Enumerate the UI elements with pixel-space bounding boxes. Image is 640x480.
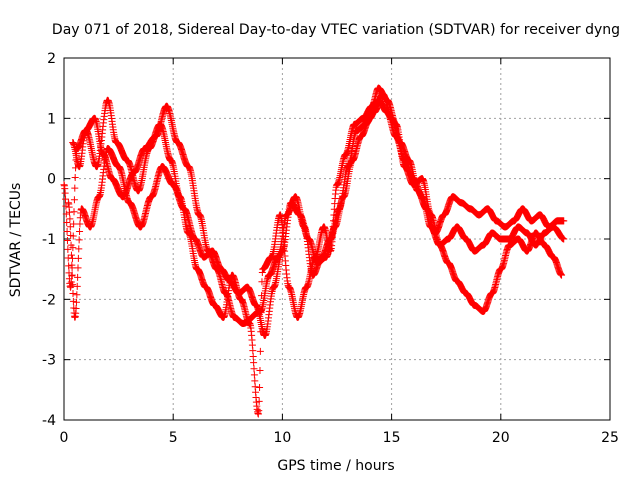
data-point (256, 366, 264, 374)
x-tick-label: 20 (492, 430, 510, 446)
x-tick-label: 10 (273, 430, 291, 446)
x-tick-label: 25 (601, 430, 619, 446)
y-tick-label: -1 (42, 232, 56, 248)
data-point (69, 297, 77, 305)
data-point (68, 254, 76, 262)
data-point (69, 281, 77, 289)
data-point (250, 359, 258, 367)
data-point (62, 210, 70, 218)
data-point (63, 237, 71, 245)
data-point (67, 241, 75, 249)
data-point (68, 271, 76, 279)
data-point (67, 251, 75, 259)
data-point (71, 173, 79, 181)
series-track-c (69, 90, 568, 327)
data-point (66, 208, 74, 216)
data-point (68, 261, 76, 269)
x-axis-label: GPS time / hours (277, 458, 394, 474)
data-point (255, 397, 263, 405)
data-point (74, 264, 82, 272)
data-point (61, 189, 69, 197)
data-point (250, 371, 258, 379)
data-point (72, 304, 80, 312)
data-point (68, 272, 76, 280)
data-point (256, 347, 264, 355)
data-point (71, 184, 79, 192)
data-point (250, 365, 258, 373)
x-tick-label: 0 (60, 430, 69, 446)
data-point (75, 245, 83, 253)
data-point (249, 347, 257, 355)
y-axis-label: SDTVAR / TECUs (8, 183, 24, 298)
data-point (66, 215, 74, 223)
y-tick-label: -4 (42, 413, 56, 429)
data-point (249, 353, 257, 361)
data-point (72, 298, 80, 306)
y-tick-label: 0 (47, 172, 56, 188)
data-points (60, 84, 568, 418)
data-point (75, 236, 83, 244)
data-point (74, 254, 82, 262)
chart-title: Day 071 of 2018, Sidereal Day-to-day VTE… (52, 22, 620, 38)
data-point (67, 232, 75, 240)
data-point (74, 273, 82, 281)
axis-ticks: 0 5 10 15 20 25 -4 -3 -2 -1 0 1 2 (42, 51, 619, 446)
y-tick-label: 1 (47, 111, 56, 127)
data-point (560, 235, 568, 243)
data-point (558, 271, 566, 279)
data-point (255, 407, 263, 415)
data-point (76, 227, 84, 235)
x-tick-label: 15 (383, 430, 401, 446)
data-point (251, 377, 259, 385)
data-point (73, 282, 81, 290)
y-tick-label: -3 (42, 353, 56, 369)
data-point (70, 196, 78, 204)
data-point (66, 223, 74, 231)
data-point (73, 291, 81, 299)
data-point (63, 219, 71, 227)
data-point (64, 245, 72, 253)
data-point (256, 384, 264, 392)
data-point (76, 220, 84, 228)
data-point (560, 217, 568, 225)
y-tick-label: -2 (42, 292, 56, 308)
x-tick-label: 5 (169, 430, 178, 446)
data-point (69, 290, 77, 298)
data-point (63, 227, 71, 235)
data-point (62, 195, 70, 203)
y-tick-label: 2 (47, 51, 56, 67)
